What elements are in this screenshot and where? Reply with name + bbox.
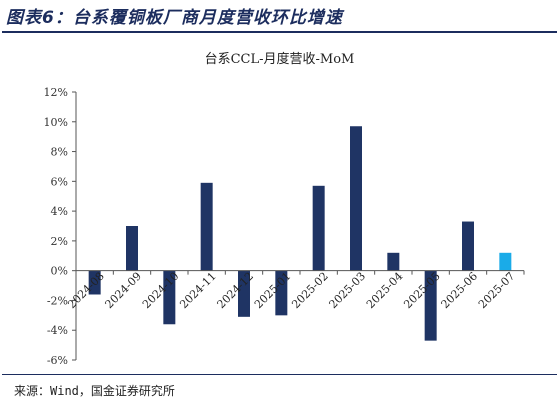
bar-2025-05: [424, 270, 437, 341]
y-tick-label: 0%: [51, 265, 68, 278]
x-tick-label: 2025-04: [364, 270, 406, 312]
bar-2024-12: [238, 270, 250, 317]
x-tick-label: 2025-06: [439, 270, 481, 312]
x-tick-label: 2024-09: [103, 270, 145, 312]
bar-2025-06: [462, 221, 474, 271]
bar-2024-09: [126, 226, 138, 271]
y-tick-label: 6%: [51, 175, 68, 188]
x-tick-label: 2024-11: [177, 270, 219, 312]
y-tick-label: -6%: [47, 354, 68, 367]
y-tick-label: 8%: [51, 146, 68, 159]
x-tick-label: 2025-02: [289, 270, 331, 312]
chart-title: 台系CCL-月度营收-MoM: [204, 52, 355, 67]
bar-2025-04: [387, 252, 400, 271]
header-divider: [2, 31, 557, 33]
bar-2024-08: [88, 270, 101, 295]
y-tick-label: 2%: [51, 235, 68, 248]
y-tick-label: -2%: [47, 294, 68, 307]
y-tick-label: 12%: [44, 86, 68, 99]
bar-2025-02: [312, 185, 325, 271]
figure-header: 图表6：台系覆铜板厂商月度营收环比增速: [0, 0, 559, 34]
bar-2025-03: [350, 126, 362, 271]
y-tick-label: -4%: [47, 324, 68, 337]
bar-2025-07: [499, 252, 512, 271]
bar-2024-10: [163, 270, 176, 325]
bar-2024-11: [200, 182, 213, 271]
x-tick-label: 2025-07: [476, 270, 518, 312]
bar-2025-01: [275, 270, 288, 316]
footer-divider: [2, 374, 557, 375]
figure-footer: 来源：Wind，国金证券研究所: [0, 374, 559, 404]
bar-chart: -6%-4%-2%0%2%4%6%8%10%12%2024-082024-092…: [44, 86, 525, 367]
y-tick-label: 10%: [44, 116, 68, 129]
x-tick-label: 2025-03: [327, 270, 369, 312]
figure-title: 图表6：台系覆铜板厂商月度营收环比增速: [6, 8, 343, 28]
source-note: 来源：Wind，国金证券研究所: [14, 384, 175, 398]
y-tick-label: 4%: [51, 205, 68, 218]
